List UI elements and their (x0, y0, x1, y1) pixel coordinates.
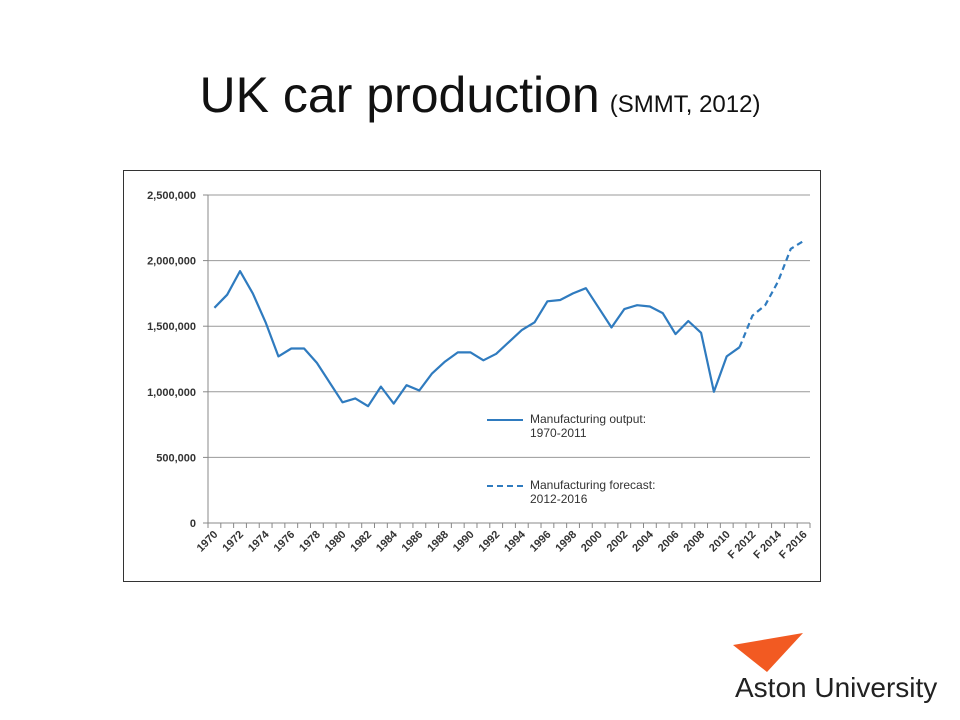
y-tick-label: 0 (190, 518, 196, 530)
y-tick-label: 1,500,000 (147, 321, 196, 333)
legend-swatch (487, 485, 523, 487)
title: UK car production (200, 67, 600, 123)
logo-text: Aston University (735, 672, 937, 703)
series-line (738, 239, 805, 348)
y-tick-label: 2,500,000 (147, 190, 196, 202)
legend-label: Manufacturing forecast: 2012-2016 (530, 478, 656, 506)
subtitle: (SMMT, 2012) (610, 91, 761, 118)
chart-frame (123, 170, 821, 582)
y-tick-label: 500,000 (156, 452, 196, 464)
logo-mark (733, 633, 803, 672)
legend-swatch (487, 419, 523, 421)
legend-label: Manufacturing output: 1970-2011 (530, 412, 647, 440)
y-tick-label: 1,000,000 (147, 387, 196, 399)
slide-title: UK car production (SMMT, 2012) (200, 67, 761, 123)
y-tick-label: 2,000,000 (147, 256, 196, 268)
series-line (213, 270, 741, 408)
